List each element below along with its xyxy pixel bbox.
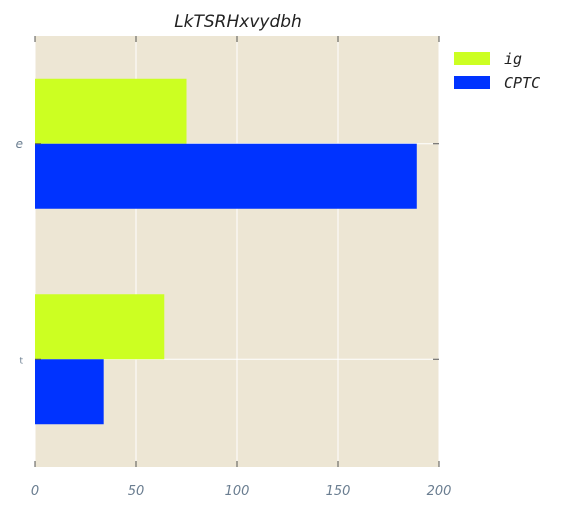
bars <box>35 78 417 425</box>
x-tick-label: 50 <box>128 484 145 499</box>
x-tick-label: 150 <box>326 484 351 499</box>
x-tick-label: 100 <box>225 484 250 499</box>
legend-swatch-CPTC <box>454 76 490 89</box>
legend-swatch-ig <box>454 52 490 65</box>
chart-title: LkTSRHxvydbh <box>174 12 302 32</box>
y-tick-label: e <box>16 137 23 151</box>
x-tick-label: 0 <box>31 484 39 499</box>
tick-marks <box>34 36 440 467</box>
y-tick-label: t <box>19 356 23 366</box>
bar-ig-e <box>35 78 187 144</box>
bar-CPTC-t <box>35 359 104 425</box>
x-tick-label: 200 <box>427 484 452 499</box>
y-tick-labels: et <box>16 137 24 367</box>
legend-label-ig: ig <box>504 50 522 68</box>
legend-label-CPTC: CPTC <box>504 74 540 92</box>
legend: ig CPTC <box>454 50 540 92</box>
bar-ig-t <box>35 294 165 360</box>
bar-CPTC-e <box>35 143 417 209</box>
x-tick-labels: 0 50 100 150 200 <box>31 484 452 499</box>
